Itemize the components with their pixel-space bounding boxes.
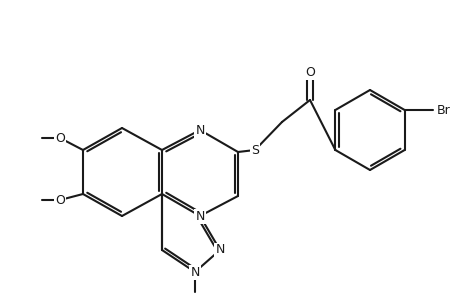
Text: Br: Br [436,103,449,116]
Text: N: N [190,266,199,278]
Text: N: N [215,244,224,256]
Text: O: O [55,194,65,206]
Text: S: S [251,143,258,157]
Text: O: O [304,65,314,79]
Text: N: N [195,209,204,223]
Text: N: N [195,124,204,136]
Text: O: O [55,131,65,145]
